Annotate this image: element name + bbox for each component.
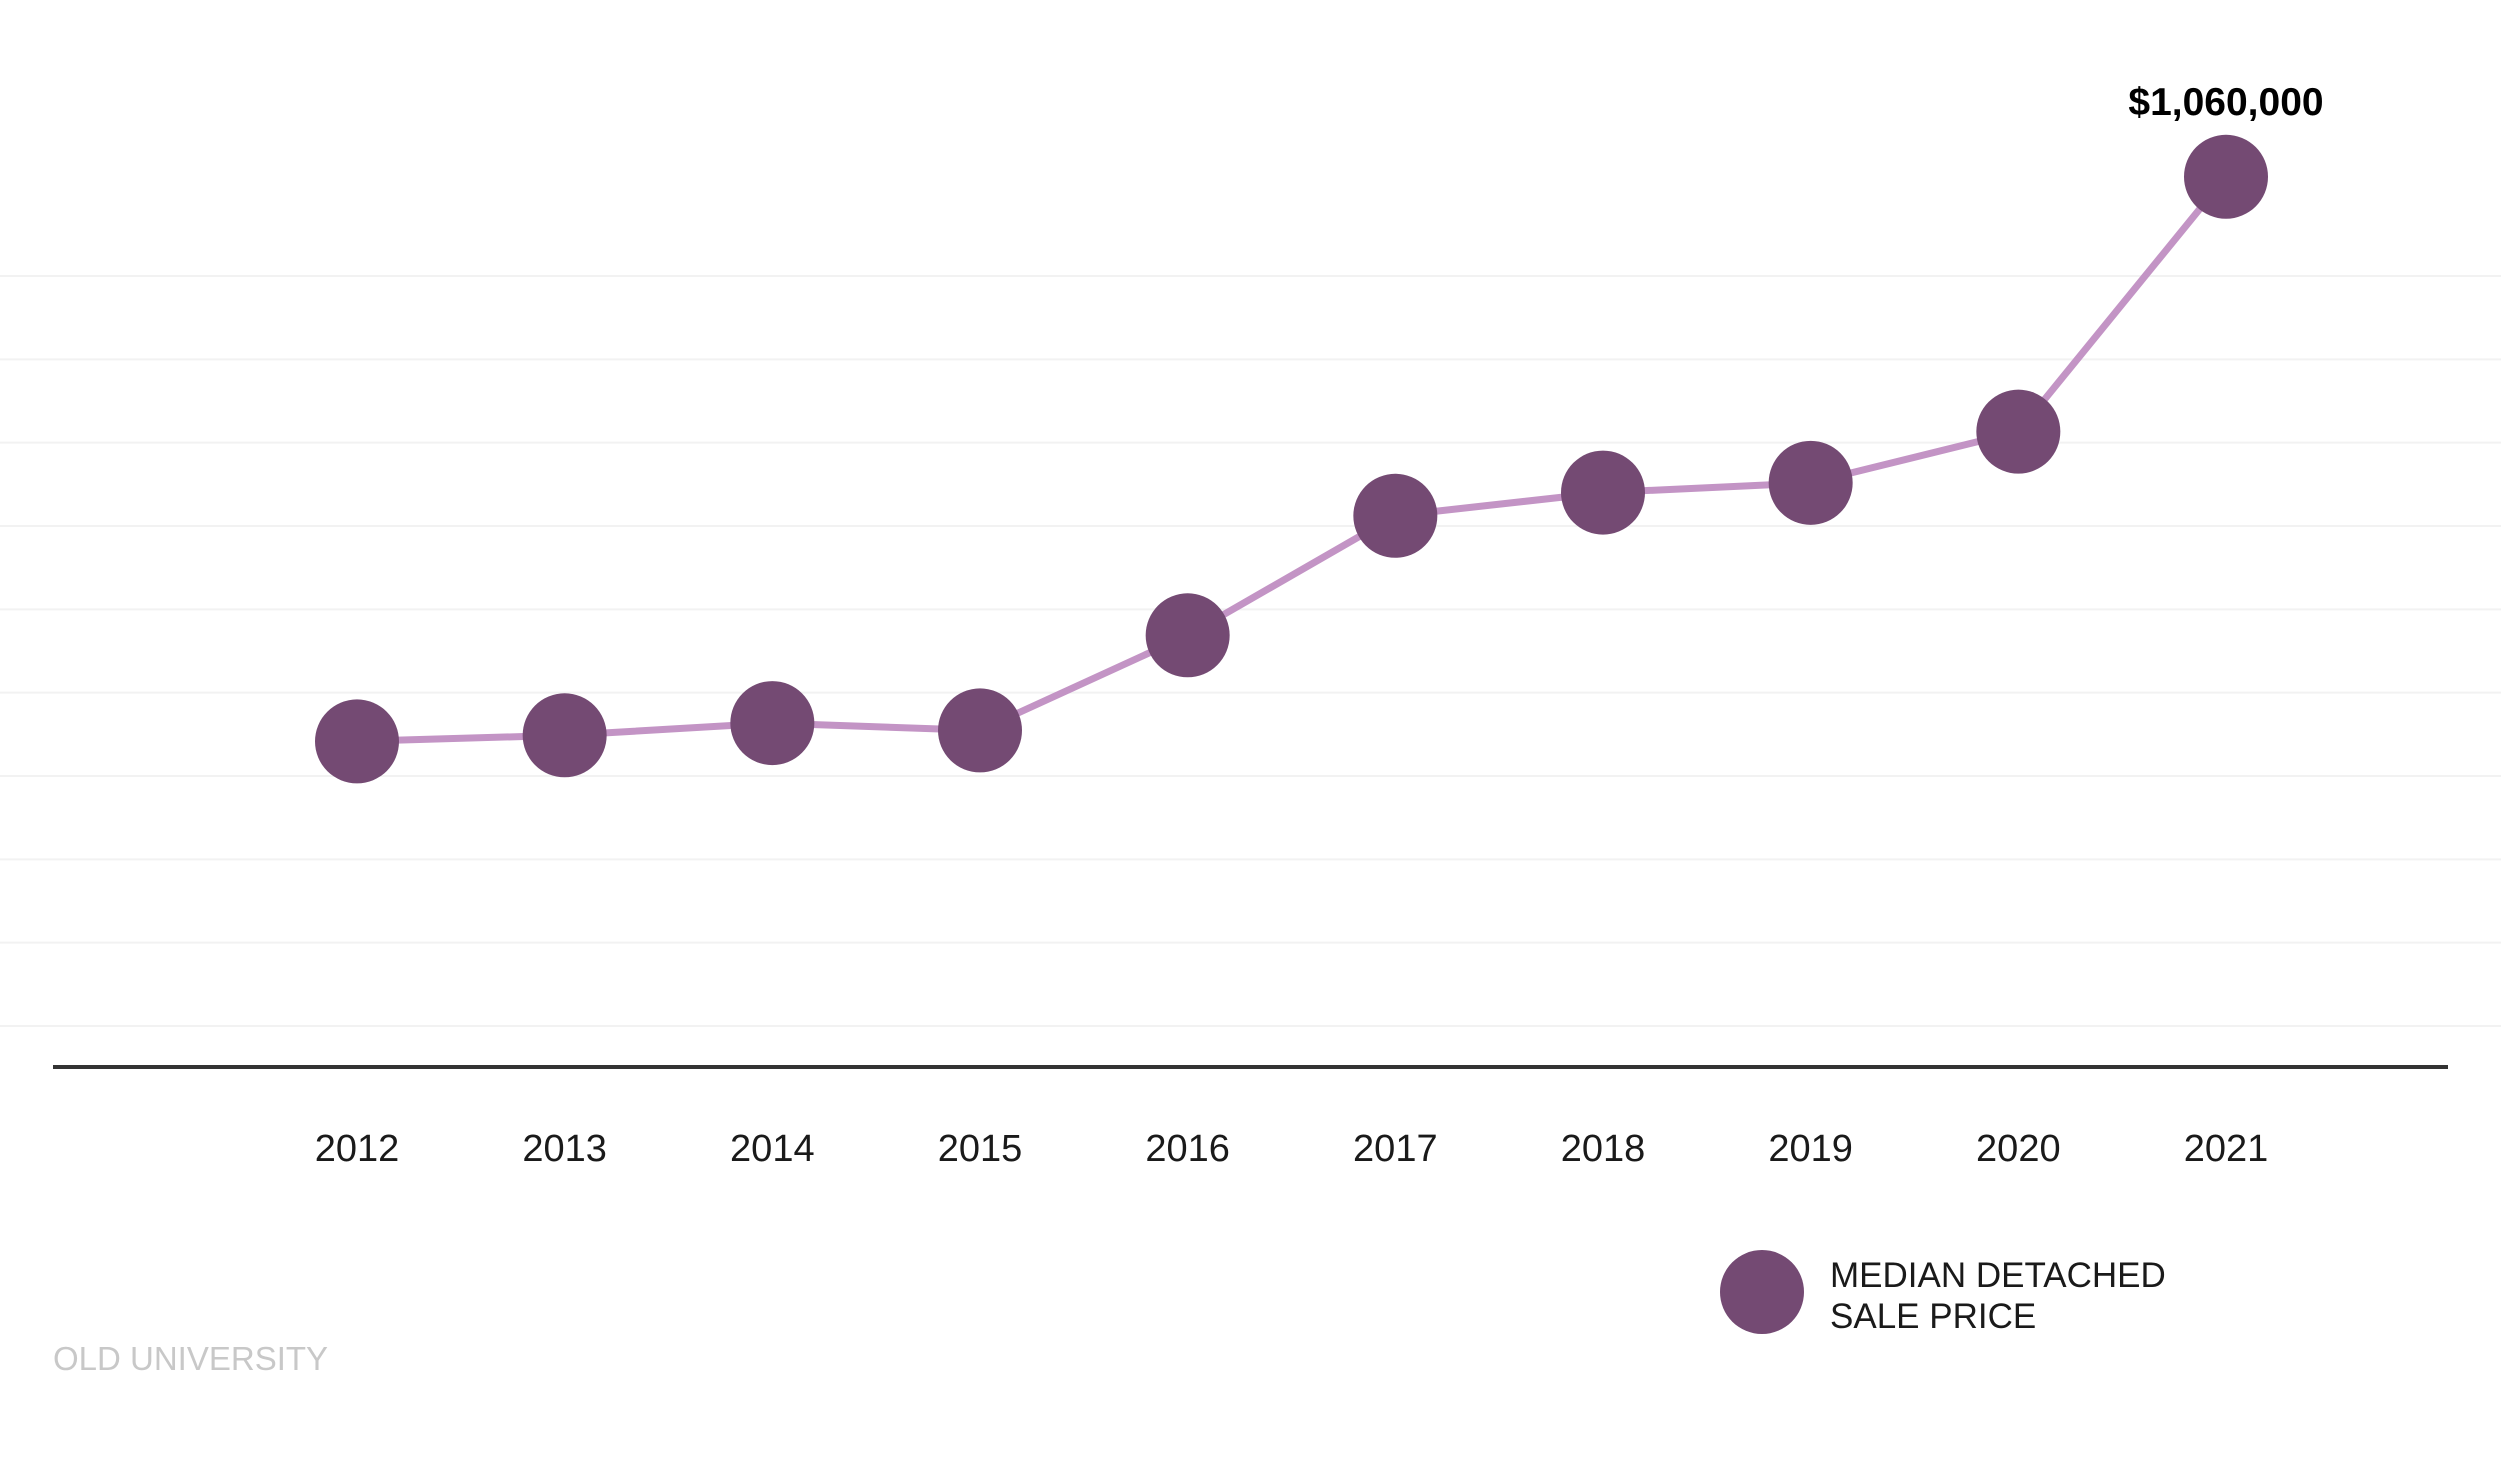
gridlines xyxy=(0,275,2501,1027)
legend-label-line-1: MEDIAN DETACHED xyxy=(1830,1256,2166,1295)
x-tick-labels: 2012 2013 2014 2015 2016 2017 2018 2019 2020 2021 xyxy=(315,1128,2269,1170)
x-tick-label: 2015 xyxy=(938,1128,1023,1170)
data-point-2021 xyxy=(2184,134,2268,219)
x-tick-label: 2013 xyxy=(522,1128,607,1170)
x-tick-label: 2014 xyxy=(730,1128,815,1170)
data-point-2018 xyxy=(1561,450,1645,535)
data-point-2013 xyxy=(522,693,607,778)
x-tick-label: 2012 xyxy=(315,1128,400,1170)
data-point-2014 xyxy=(730,681,815,766)
data-point-2019 xyxy=(1768,440,1853,525)
data-point-2015 xyxy=(938,688,1022,773)
data-point-2020 xyxy=(1976,389,2061,474)
x-tick-label: 2020 xyxy=(1976,1128,2061,1170)
legend-label-line-2: SALE PRICE xyxy=(1830,1297,2036,1336)
x-tick-label: 2016 xyxy=(1145,1128,1230,1170)
legend: MEDIAN DETACHED SALE PRICE xyxy=(1720,1250,2166,1336)
data-labels: $1,060,000 xyxy=(2128,81,2323,124)
data-point-2012 xyxy=(315,699,399,784)
legend-marker xyxy=(1720,1250,1804,1334)
x-tick-label: 2017 xyxy=(1353,1128,1438,1170)
series-line-layer xyxy=(356,174,2229,745)
data-point-2017 xyxy=(1353,473,1438,558)
x-tick-label: 2018 xyxy=(1561,1128,1646,1170)
data-label: $1,060,000 xyxy=(2128,81,2323,124)
data-point-2016 xyxy=(1145,593,1230,678)
series-markers xyxy=(315,134,2268,784)
footer-label: OLD UNIVERSITY xyxy=(53,1340,328,1377)
series-line xyxy=(356,174,2229,745)
x-tick-label: 2019 xyxy=(1768,1128,1853,1170)
x-tick-label: 2021 xyxy=(2184,1128,2269,1170)
